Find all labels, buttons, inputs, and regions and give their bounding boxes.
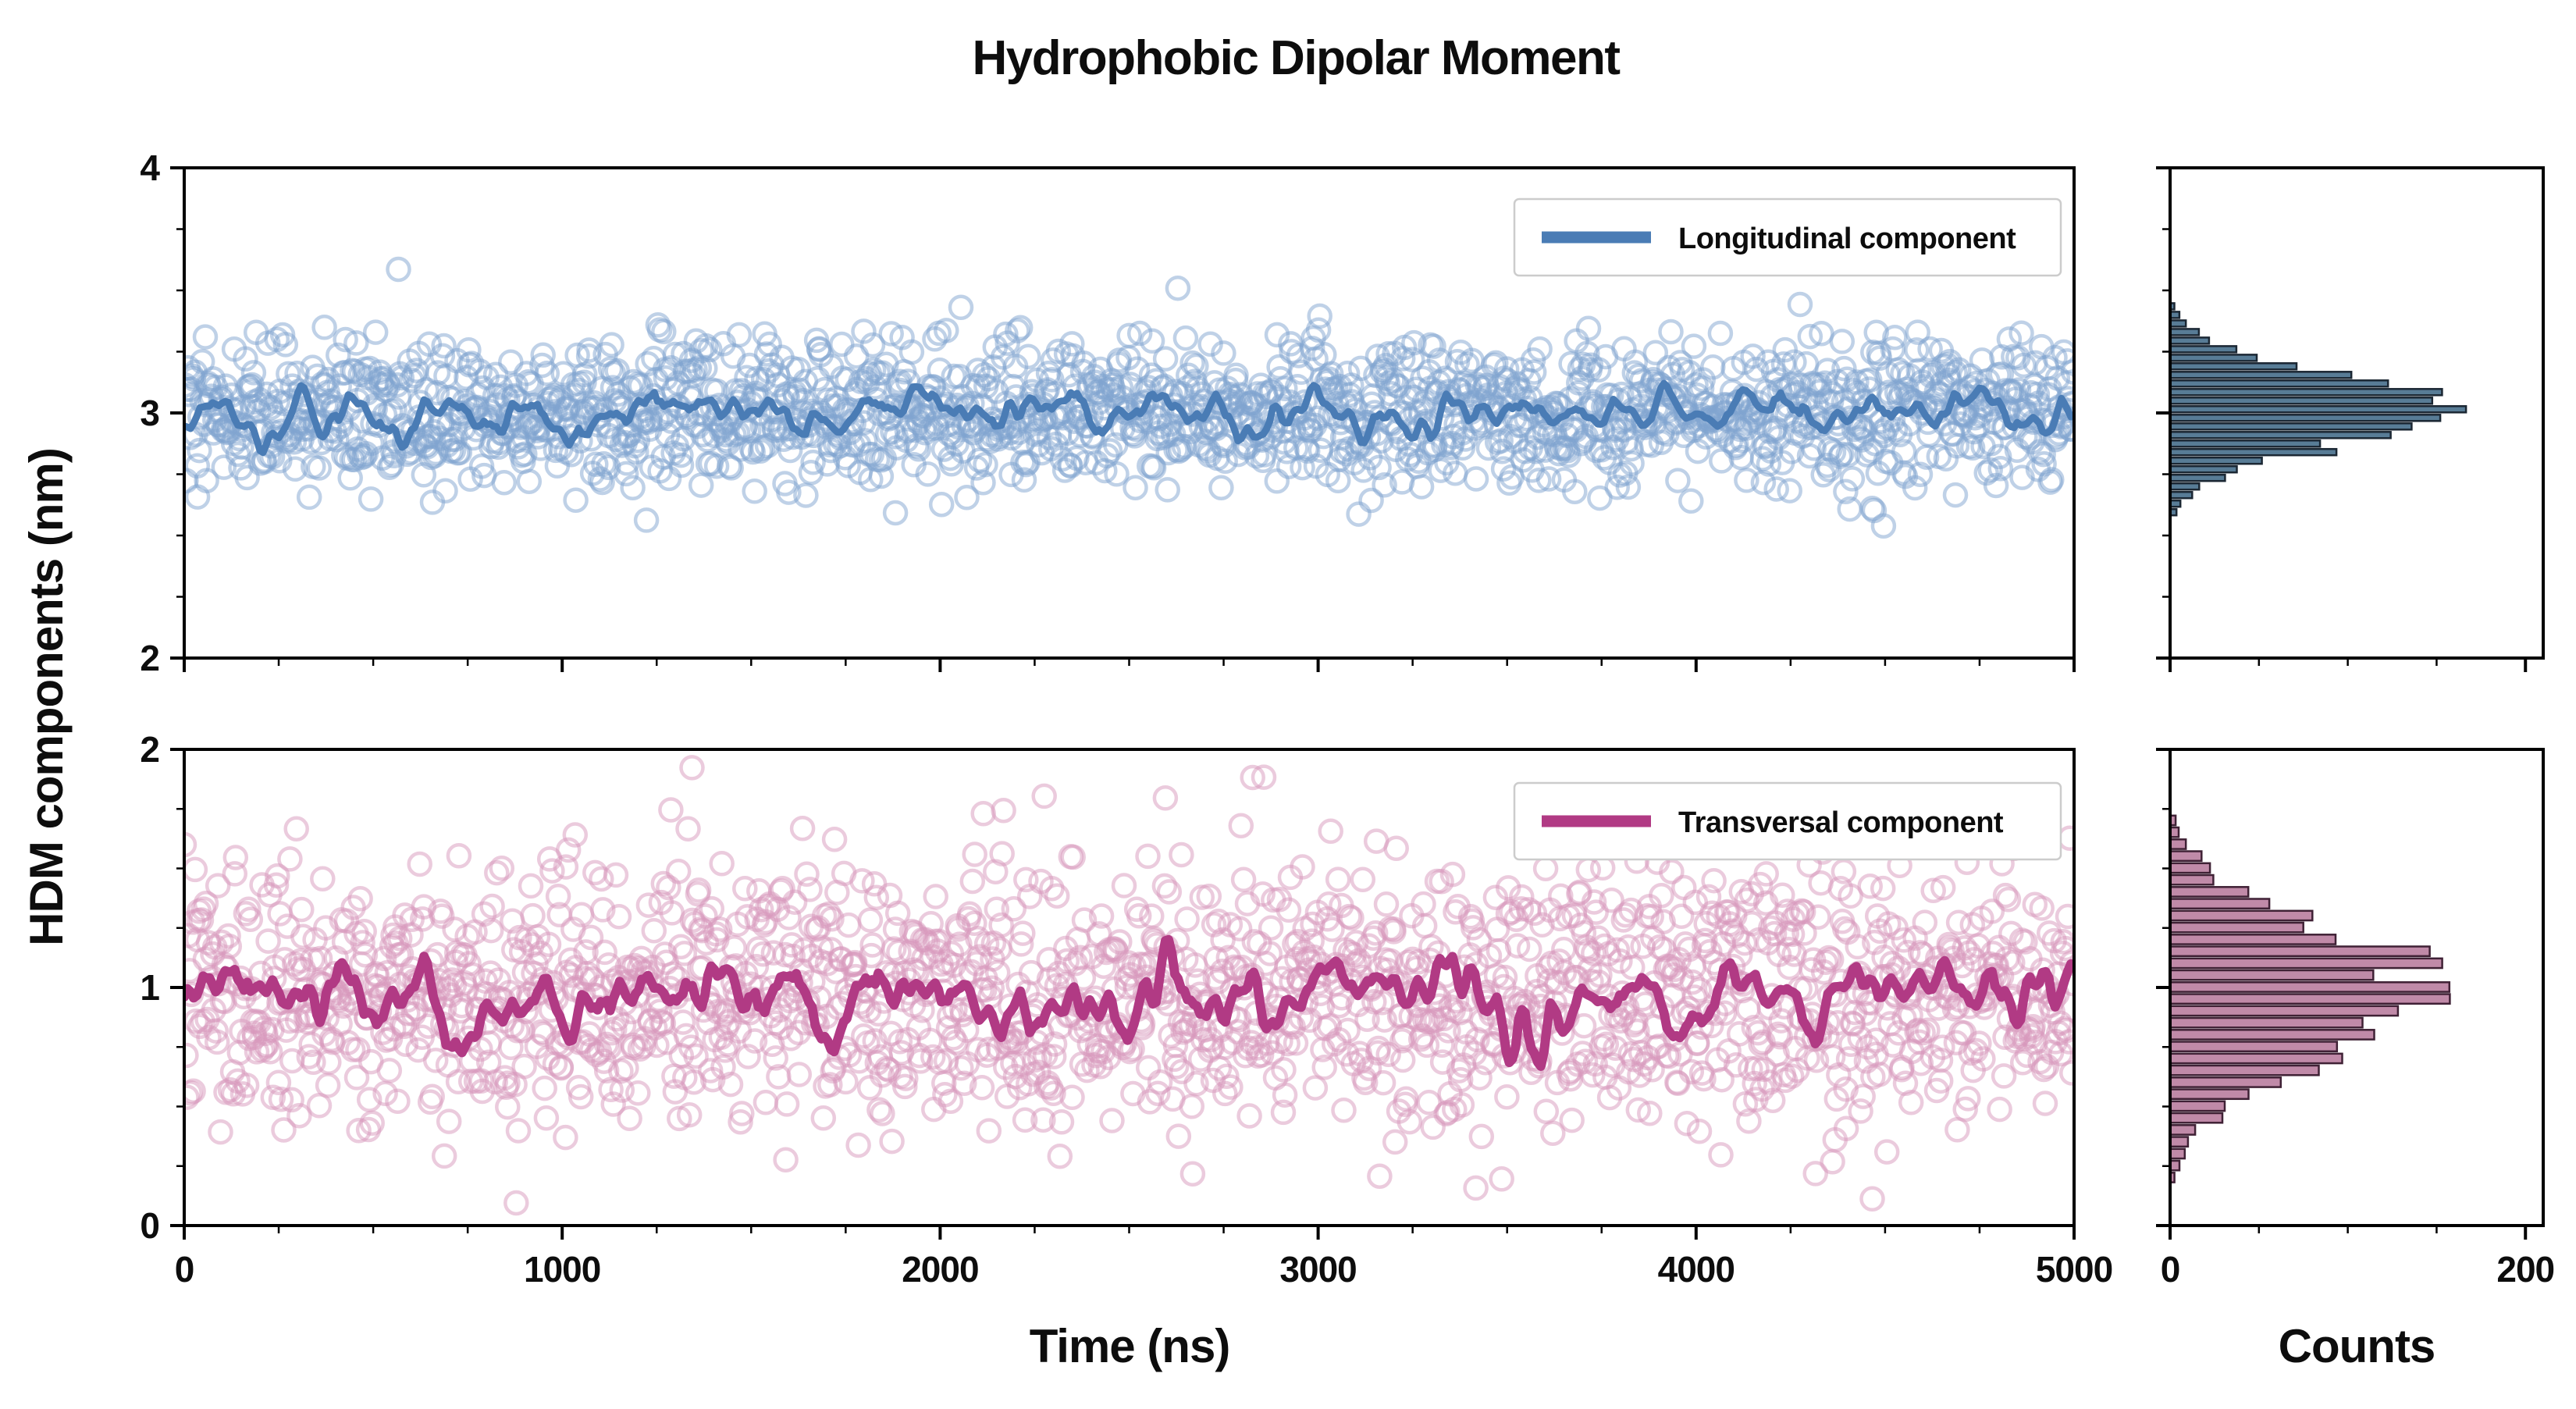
bottom-scatter-series — [184, 755, 2074, 1216]
top-scatter-series — [184, 256, 2074, 539]
counts-tick-label: 200 — [2496, 1249, 2554, 1290]
legend-longitudinal-label: Longitudinal component — [1678, 222, 2016, 255]
y-axis-label: HDM components (nm) — [20, 448, 73, 946]
top-trend-line — [184, 379, 2074, 457]
legend-longitudinal-box — [1513, 197, 2062, 277]
x-tick-label: 2000 — [902, 1249, 978, 1290]
legend-longitudinal: Longitudinal component — [1513, 197, 2062, 277]
x-tick-label: 4000 — [1658, 1249, 1735, 1290]
figure-title: Hydrophobic Dipolar Moment — [973, 31, 1621, 85]
top-panel: 2 3 4 — [140, 148, 2545, 678]
y-tick-label: 1 — [140, 967, 159, 1008]
y-tick-label: 0 — [140, 1205, 159, 1246]
y-tick-label: 3 — [140, 393, 159, 433]
bottom-panel: 0 1000 2000 3000 4000 5000 0 1 2 0 200 — [140, 729, 2555, 1290]
x-tick-label: 0 — [175, 1249, 194, 1290]
legend-transversal: Transversal component — [1513, 781, 2062, 861]
counts-tick-label: 0 — [2161, 1249, 2180, 1290]
y-tick-label: 2 — [140, 729, 159, 770]
x-tick-label: 1000 — [524, 1249, 600, 1290]
legend-transversal-box — [1513, 781, 2062, 861]
x-tick-label: 3000 — [1279, 1249, 1356, 1290]
y-tick-label: 2 — [140, 638, 159, 678]
counts-axis-label: Counts — [2279, 1320, 2435, 1372]
bottom-trend-line — [184, 934, 2074, 1071]
legend-transversal-label: Transversal component — [1678, 806, 2004, 839]
x-tick-label: 5000 — [2036, 1249, 2112, 1290]
x-axis-label: Time (ns) — [1030, 1320, 1230, 1372]
y-tick-label: 4 — [140, 148, 160, 188]
